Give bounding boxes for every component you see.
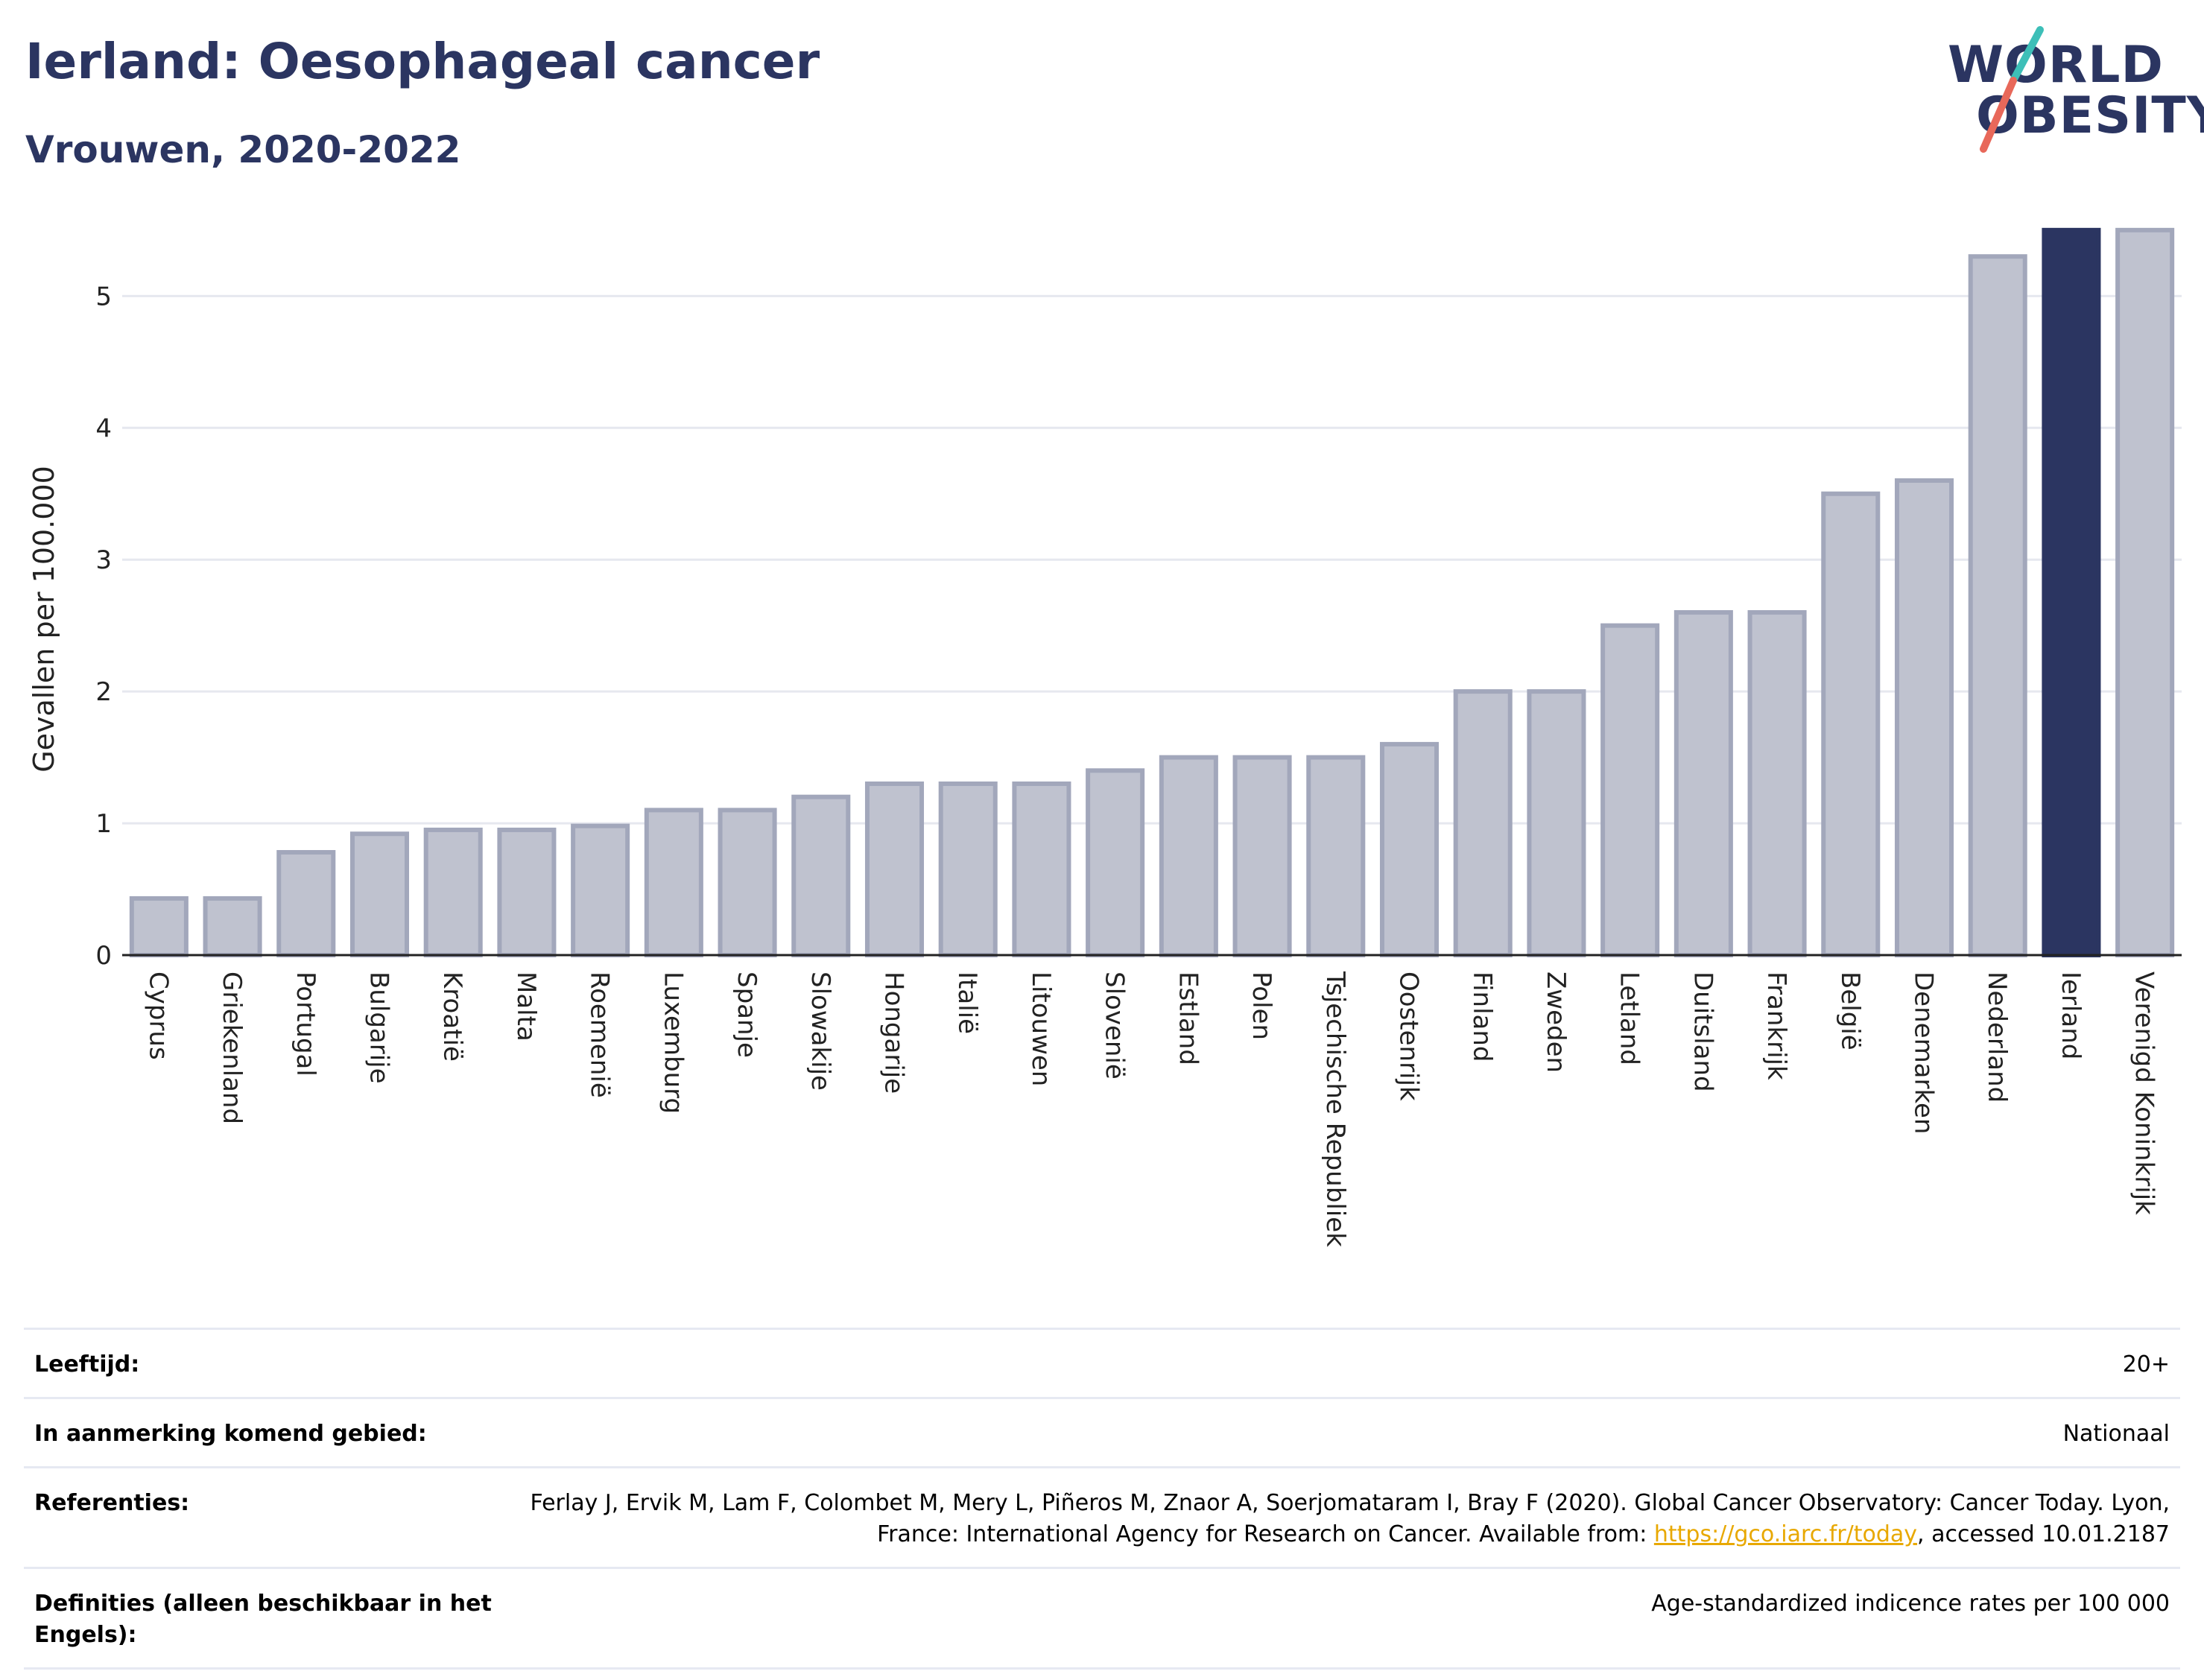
x-tick-label: Malta [511,971,541,1042]
x-tick-label: Letland [1615,971,1644,1065]
bar-tsjechische-republiek [1306,755,1366,957]
x-tick-label: Slowakije [805,971,835,1091]
x-tick-label: Duitsland [1688,971,1717,1092]
y-tick-label: 5 [95,282,112,311]
metadata-table: Leeftijd: 20+ In aanmerking komend gebie… [24,1328,2180,1670]
y-tick-label: 3 [95,545,112,575]
y-tick-label: 4 [95,413,112,443]
bar-hongarije [864,781,925,958]
x-tick-label: Zweden [1541,971,1571,1073]
references-label: Referenties: [34,1490,190,1516]
x-tick-label: Nederland [1982,971,2012,1103]
definitions-label: Definities (alleen beschikbaar in het En… [34,1591,492,1648]
age-value: 20+ [2122,1351,2170,1378]
bar-letland [1600,623,1660,957]
x-tick-label: Litouwen [1026,971,1056,1086]
bar-frankrijk [1747,609,1807,958]
world-obesity-logo: WORLD OBESITY [1930,22,2204,156]
bar-itali- [938,781,998,958]
bar-griekenland [203,896,262,957]
x-tick-label: Polen [1247,971,1276,1040]
bar-sloveni- [1086,768,1145,957]
x-tick-label: Griekenland [217,971,247,1124]
x-tick-label: Cyprus [143,971,173,1060]
references-accessed: , accessed 10.01.2187 [1917,1521,2170,1547]
bar-nederland [1968,254,2027,957]
x-tick-label: Kroatië [437,971,467,1062]
y-axis-label: Gevallen per 100.000 [28,466,60,773]
area-label: In aanmerking komend gebied: [34,1421,427,1447]
logo-slash-icon [1980,26,2044,153]
bar-slowakije [791,794,851,957]
bar-spanje [718,808,777,958]
x-tick-label: Denemarken [1909,971,1939,1134]
x-tick-label: Luxemburg [658,971,688,1114]
references-link[interactable]: https://gco.iarc.fr/today [1653,1521,1918,1547]
bar-estland [1159,755,1218,957]
y-tick-label: 2 [95,677,112,707]
x-tick-label: Finland [1467,971,1497,1062]
x-tick-label: Portugal [291,971,320,1077]
bar-polen [1232,755,1292,957]
bar-chart: 0 1 2 3 4 5 Gevallen per 100.000 Cyprus Griekenl… [28,227,2182,1247]
x-tick-label: Italië [952,971,982,1034]
x-tick-label: Slovenië [1100,971,1130,1080]
definitions-value: Age-standardized indicence rates per 100… [1651,1591,2170,1617]
meta-row-age: Leeftijd: 20+ [24,1328,2180,1397]
bar-litouwen [1012,781,1071,958]
x-tick-label: België [1835,971,1865,1050]
y-tick-label: 1 [95,809,112,839]
logo-text-world: WORLD [1948,36,2164,95]
bar-ierland [2042,227,2101,957]
bar-duitsland [1673,609,1733,958]
bar-kroati- [423,827,483,957]
x-tick-label: Bulgarije [364,971,394,1084]
references-value: Ferlay J, Ervik M, Lam F, Colombet M, Me… [526,1488,2170,1550]
meta-row-area: In aanmerking komend gebied: Nationaal [24,1397,2180,1466]
bar-portugal [276,849,336,957]
logo-text-obesity: OBESITY [1976,86,2204,145]
bar-zweden [1527,689,1586,957]
y-tick-label: 0 [95,941,112,971]
x-tick-label: Ierland [2056,971,2086,1059]
age-label: Leeftijd: [34,1351,140,1378]
bar-belgi- [1821,491,1881,958]
references-text: Ferlay J, Ervik M, Lam F, Colombet M, Me… [530,1490,2170,1547]
x-tick-label: Spanje [732,971,761,1058]
meta-row-references: Referenties: Ferlay J, Ervik M, Lam F, C… [24,1466,2180,1567]
bar-cyprus [129,896,189,957]
x-tick-label: Hongarije [879,971,909,1094]
bar-luxemburg [644,808,703,958]
bar-malta [497,827,557,957]
x-tick-label: Estland [1173,971,1203,1065]
x-tick-label: Oostenrijk [1394,971,1424,1101]
x-tick-label: Frankrijk [1761,971,1791,1080]
bar-verenigd-koninkrijk [2115,227,2175,957]
x-tick-label: Verenigd Koninkrijk [2129,971,2159,1215]
bar-finland [1453,689,1513,957]
bar-roemeni- [571,823,630,957]
bar-bulgarije [349,831,410,957]
bar-denemarken [1894,478,1954,957]
meta-row-definitions: Definities (alleen beschikbaar in het En… [24,1567,2180,1670]
page-title: Ierland: Oesophageal cancer [25,33,820,90]
page-subtitle: Vrouwen, 2020-2022 [25,128,461,171]
bar-oostenrijk [1379,741,1440,957]
area-value: Nationaal [2062,1421,2170,1447]
x-tick-label: Roemenië [585,971,615,1098]
x-tick-label: Tsjechische Republiek [1320,971,1350,1247]
